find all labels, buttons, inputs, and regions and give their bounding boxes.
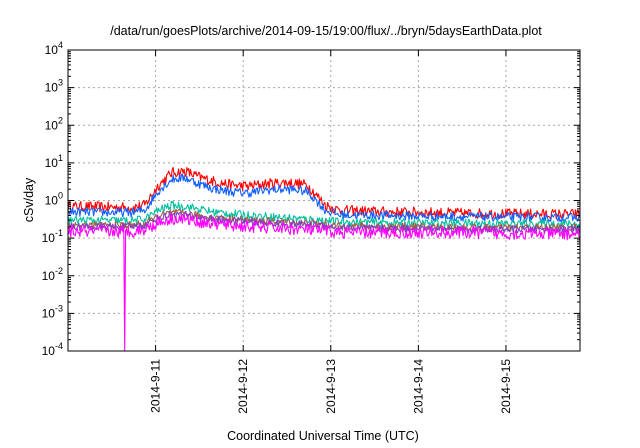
x-tick-label: 2014-9-13 — [324, 359, 338, 414]
x-tick-label: 2014-9-12 — [236, 359, 250, 414]
y-tick-base: 10 — [45, 194, 59, 208]
series-layer — [67, 166, 581, 352]
y-tick-label: 104 — [45, 40, 63, 57]
axis-ticks — [68, 49, 580, 352]
series-line-5 — [67, 210, 581, 234]
y-tick-base: 10 — [45, 43, 59, 57]
y-tick-exponent: -2 — [55, 266, 63, 276]
x-tick-label: 2014-9-14 — [411, 359, 425, 414]
chart-title: /data/run/goesPlots/archive/2014-09-15/1… — [110, 24, 542, 38]
y-tick-base: 10 — [45, 81, 59, 95]
y-tick-label: 101 — [45, 153, 63, 170]
y-tick-base: 10 — [42, 344, 56, 358]
x-axis-label: Coordinated Universal Time (UTC) — [227, 429, 419, 443]
x-tick-label: 2014-9-15 — [499, 359, 513, 414]
series-line-6 — [67, 213, 581, 352]
y-tick-exponent: 3 — [58, 78, 63, 88]
grid-lines — [68, 50, 580, 351]
series-line-1 — [67, 166, 581, 220]
y-tick-base: 10 — [45, 156, 59, 170]
y-axis-label: cSv/day — [22, 177, 36, 222]
y-tick-label: 100 — [45, 191, 63, 208]
y-tick-exponent: 1 — [58, 153, 63, 163]
x-tick-labels: 2014-9-11 2014-9-12 2014-9-13 2014-9-14 2014… — [149, 359, 513, 414]
y-tick-exponent: -4 — [55, 341, 63, 351]
y-tick-exponent: -3 — [55, 303, 63, 313]
y-tick-exponent: 2 — [58, 115, 63, 125]
y-tick-base: 10 — [42, 306, 56, 320]
y-tick-exponent: 0 — [58, 191, 63, 201]
y-tick-exponent: 4 — [58, 40, 63, 50]
y-tick-label: 10-2 — [42, 266, 63, 283]
y-tick-label: 103 — [45, 78, 63, 95]
y-tick-base: 10 — [45, 118, 59, 132]
x-tick-label: 2014-9-11 — [149, 359, 163, 413]
y-tick-label: 10-3 — [42, 303, 63, 320]
y-tick-base: 10 — [42, 269, 56, 283]
y-tick-exponent: -1 — [55, 228, 63, 238]
y-tick-label: 102 — [45, 115, 63, 132]
y-tick-label: 10-1 — [42, 228, 63, 245]
y-tick-label: 10-4 — [42, 341, 63, 358]
series-line-2 — [67, 173, 581, 223]
y-tick-base: 10 — [42, 231, 56, 245]
